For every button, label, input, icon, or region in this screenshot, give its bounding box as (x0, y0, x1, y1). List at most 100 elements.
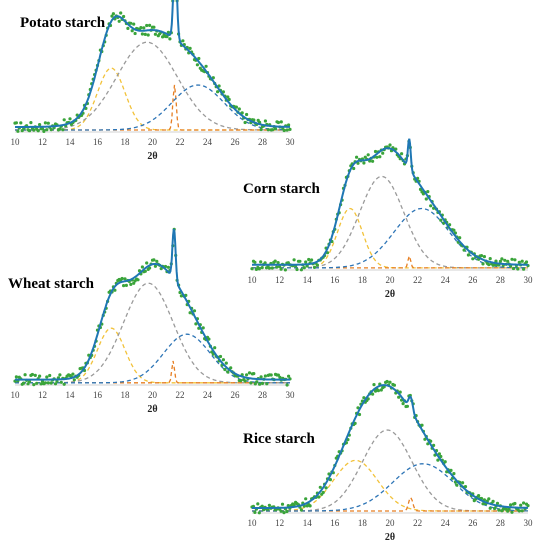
data-point (424, 197, 428, 201)
data-point (273, 259, 277, 263)
data-point (124, 283, 128, 287)
data-point (226, 95, 230, 99)
data-point (285, 383, 289, 387)
x-tick-label: 12 (275, 518, 284, 528)
data-point (488, 506, 492, 510)
data-point (482, 255, 486, 259)
data-point (466, 253, 470, 257)
data-point (280, 502, 285, 506)
x-tick-label: 30 (524, 275, 534, 285)
data-point (16, 129, 20, 133)
data-point (243, 379, 247, 383)
data-point (239, 379, 243, 383)
data-point (352, 166, 356, 171)
x-tick-label: 26 (468, 518, 478, 528)
data-point (139, 26, 143, 30)
data-point (32, 383, 36, 387)
data-point (513, 258, 517, 262)
peak-component-curve (15, 333, 290, 384)
data-point (46, 381, 50, 385)
x-tick-label: 30 (524, 518, 534, 528)
data-point (258, 382, 262, 386)
data-point (46, 121, 50, 125)
x-tick-label: 20 (386, 518, 396, 528)
data-point (223, 367, 227, 372)
data-point (279, 509, 283, 513)
data-point (397, 395, 401, 399)
data-point (273, 127, 278, 131)
data-point (58, 127, 62, 131)
data-point (119, 11, 123, 15)
data-point (265, 382, 269, 386)
data-point (113, 288, 117, 292)
data-point (522, 501, 526, 505)
data-point (375, 155, 379, 159)
data-point (471, 257, 475, 261)
data-point (68, 117, 72, 121)
data-point (168, 37, 172, 41)
data-point (243, 120, 247, 125)
data-point (72, 378, 76, 382)
data-point (153, 32, 157, 36)
data-point (479, 254, 484, 258)
data-point (287, 374, 291, 378)
data-point (257, 267, 261, 271)
data-point (201, 326, 205, 330)
data-point (27, 129, 32, 133)
data-point (426, 190, 430, 194)
data-point (188, 311, 192, 315)
data-point (126, 26, 130, 30)
data-point (353, 421, 357, 425)
data-point (140, 32, 144, 36)
data-point (188, 46, 192, 51)
data-point (226, 370, 230, 374)
x-tick-label: 10 (11, 390, 21, 400)
data-point (385, 379, 389, 384)
data-point (245, 112, 249, 117)
data-point (71, 372, 75, 376)
data-point (110, 14, 114, 18)
data-point (148, 266, 152, 270)
data-point (194, 322, 198, 326)
data-point (53, 382, 58, 386)
x-tick-label: 28 (496, 518, 506, 528)
data-point (132, 281, 136, 285)
data-point (510, 510, 514, 514)
data-point (429, 204, 433, 208)
data-point (494, 259, 498, 263)
data-point (252, 118, 256, 122)
data-point (392, 383, 396, 387)
data-point (286, 504, 290, 508)
data-point (401, 402, 405, 406)
peak-component-curve (15, 41, 290, 131)
data-point (276, 261, 280, 265)
data-point (463, 485, 468, 489)
data-point (362, 396, 366, 400)
data-point (493, 506, 497, 511)
x-tick-label: 16 (330, 275, 340, 285)
data-point (287, 123, 291, 127)
data-point (39, 382, 43, 386)
data-point (371, 392, 375, 396)
data-point (299, 268, 303, 272)
data-point (22, 381, 26, 385)
x-tick-label: 24 (203, 390, 213, 400)
data-point (48, 373, 52, 378)
data-point (304, 497, 308, 501)
data-point (487, 263, 491, 267)
data-point (256, 502, 260, 506)
data-point (259, 375, 263, 379)
data-point (155, 259, 159, 263)
data-point (33, 373, 37, 377)
data-point (279, 120, 283, 124)
data-point (49, 381, 53, 385)
x-axis-label: 2θ (385, 289, 395, 300)
x-tick-label: 24 (441, 518, 451, 528)
data-point (224, 361, 228, 365)
data-point (285, 509, 289, 514)
peak-component-curve (15, 327, 290, 384)
data-point (420, 423, 424, 427)
data-point (308, 504, 312, 508)
data-point (216, 90, 220, 94)
data-point (307, 257, 311, 262)
